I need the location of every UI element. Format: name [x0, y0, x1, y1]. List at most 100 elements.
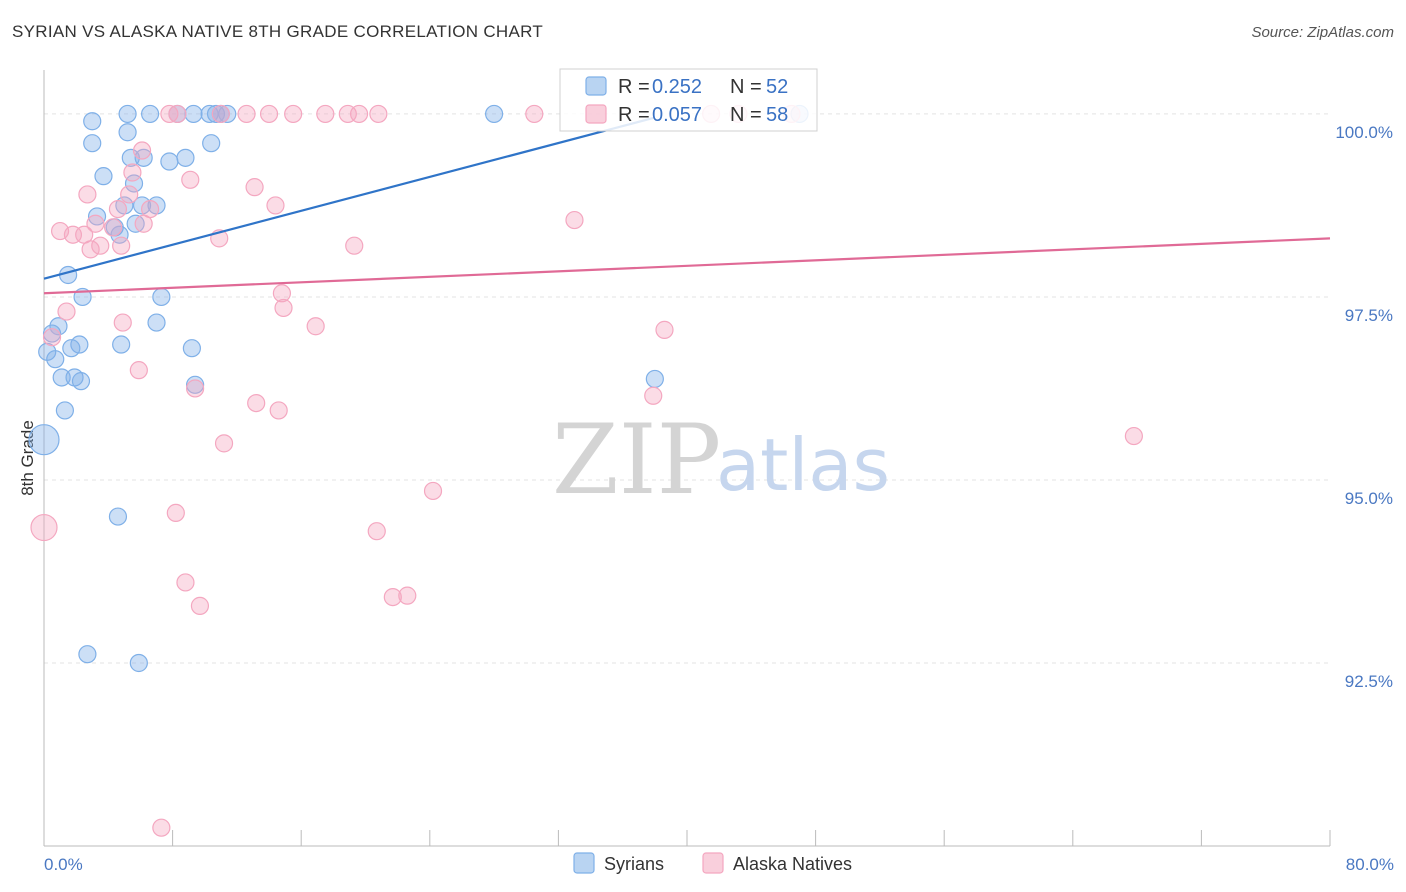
legend-n-value-0: 52	[766, 76, 788, 98]
point-alaska-natives-38	[113, 313, 132, 332]
point-syrians-45	[28, 424, 60, 456]
point-alaska-natives-41	[655, 320, 674, 339]
point-alaska-natives-10	[525, 104, 544, 124]
point-alaska-natives-35	[272, 284, 292, 303]
point-alaska-natives-9	[369, 104, 388, 124]
legend-swatch-0	[585, 76, 607, 96]
point-syrians-1	[118, 104, 137, 124]
legend-r-label-1: R =	[618, 104, 650, 126]
point-alaska-natives-37	[57, 302, 76, 321]
point-alaska-natives-39	[306, 317, 325, 336]
point-syrians-30	[49, 317, 68, 336]
point-alaska-natives-24	[134, 214, 153, 233]
legend-swatch-1	[585, 104, 607, 124]
trend-line-alaska-natives	[43, 237, 1331, 295]
point-syrians-43	[645, 369, 664, 389]
point-syrians-47	[78, 645, 97, 664]
point-alaska-natives-45	[247, 393, 266, 413]
point-syrians-44	[55, 401, 74, 420]
point-alaska-natives-49	[423, 481, 443, 501]
point-alaska-natives-21	[108, 199, 128, 219]
series-legend-label-0: Syrians	[604, 854, 664, 874]
point-syrians-38	[46, 350, 65, 369]
point-alaska-natives-26	[86, 214, 105, 233]
point-alaska-natives-54	[190, 596, 210, 615]
point-syrians-2	[140, 104, 160, 124]
point-alaska-natives-57	[152, 818, 171, 837]
gridlines	[44, 113, 1330, 664]
legend-r-value-1: 0.057	[652, 104, 702, 126]
point-alaska-natives-33	[112, 236, 131, 255]
y-tick-label-3: 92.5%	[1345, 672, 1393, 691]
point-alaska-natives-40	[42, 328, 62, 347]
point-syrians-34	[112, 335, 131, 354]
point-syrians-46	[108, 507, 128, 526]
trend-line-syrians	[43, 116, 656, 280]
legend-n-label-0: N =	[730, 76, 762, 98]
point-alaska-natives-34	[81, 240, 100, 259]
point-alaska-natives-20	[266, 196, 285, 215]
point-alaska-natives-42	[129, 361, 148, 380]
legend-r-value-0: 0.252	[652, 76, 702, 98]
point-alaska-natives-51	[30, 513, 58, 542]
point-alaska-natives-53	[176, 573, 195, 592]
point-syrians-9	[485, 104, 504, 124]
point-alaska-natives-14	[132, 141, 152, 160]
series-legend-label-1: Alaska Natives	[733, 854, 852, 874]
point-syrians-23	[87, 207, 107, 226]
chart-title: SYRIAN VS ALASKA NATIVE 8TH GRADE CORREL…	[12, 22, 544, 41]
point-syrians-35	[182, 339, 201, 358]
point-alaska-natives-46	[269, 401, 288, 420]
point-syrians-13	[202, 134, 221, 153]
point-syrians-11	[118, 123, 137, 142]
point-alaska-natives-50	[166, 503, 185, 523]
point-syrians-18	[94, 167, 113, 186]
point-syrians-48	[129, 653, 148, 673]
point-syrians-8	[218, 104, 237, 124]
point-alaska-natives-15	[123, 163, 142, 182]
point-syrians-16	[160, 152, 179, 171]
series-legend-swatch-0	[573, 852, 595, 874]
data-points	[28, 104, 1143, 837]
source-credit: Source: ZipAtlas.com	[1251, 24, 1394, 41]
point-syrians-0	[83, 112, 102, 131]
point-alaska-natives-47	[1124, 426, 1143, 446]
point-alaska-natives-3	[237, 104, 256, 124]
point-syrians-4	[184, 104, 203, 124]
point-alaska-natives-17	[245, 178, 264, 197]
y-tick-labels: 100.0% 97.5% 95.0% 92.5%	[1335, 123, 1393, 691]
y-tick-label-0: 100.0%	[1335, 123, 1393, 142]
point-alaska-natives-8	[349, 104, 369, 124]
point-alaska-natives-56	[398, 586, 417, 605]
point-syrians-29	[152, 287, 171, 307]
point-alaska-natives-6	[316, 104, 335, 124]
point-alaska-natives-4	[259, 104, 279, 124]
point-syrians-17	[176, 148, 195, 167]
point-alaska-natives-36	[274, 298, 293, 318]
point-syrians-14	[121, 148, 140, 167]
point-alaska-natives-44	[644, 386, 663, 405]
point-alaska-natives-19	[120, 185, 139, 204]
watermark-atlas: atlas	[716, 423, 890, 507]
point-alaska-natives-31	[345, 236, 364, 255]
y-tick-label-1: 97.5%	[1345, 306, 1393, 325]
x-ticks: 0.0% 80.0%	[43, 830, 1394, 874]
point-alaska-natives-23	[565, 210, 584, 230]
trend-lines	[43, 116, 1331, 295]
point-alaska-natives-32	[91, 236, 110, 255]
point-syrians-36	[62, 339, 81, 358]
point-alaska-natives-18	[78, 185, 97, 204]
point-alaska-natives-52	[367, 522, 386, 541]
point-alaska-natives-5	[284, 104, 303, 124]
point-alaska-natives-43	[186, 379, 205, 398]
point-alaska-natives-55	[383, 587, 402, 607]
x-tick-label-0: 0.0%	[44, 855, 83, 874]
point-syrians-41	[71, 372, 91, 391]
y-tick-label-2: 95.0%	[1345, 489, 1393, 508]
series-legend-swatch-1	[702, 852, 724, 874]
watermark: ZIP atlas	[552, 404, 890, 516]
x-tick-label-1: 80.0%	[1346, 855, 1394, 874]
point-alaska-natives-2	[211, 104, 230, 124]
stats-legend: R = 0.252 N = 52 R = 0.057 N = 58	[559, 68, 818, 132]
